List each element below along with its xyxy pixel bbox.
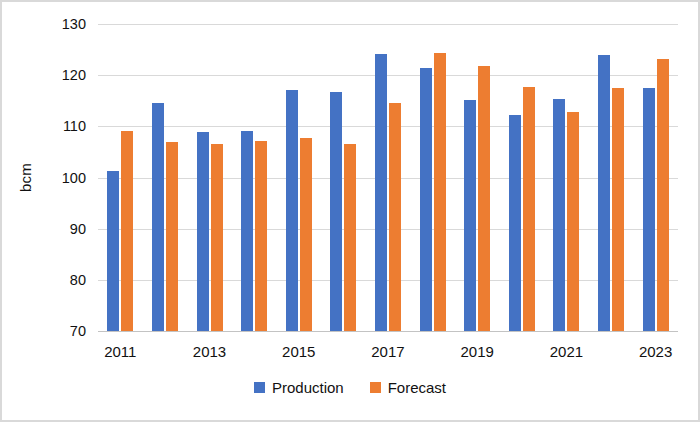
x-tick-label-2022: [589, 343, 634, 360]
x-tick-label-2017: 2017: [366, 343, 411, 360]
bar-group-2019: [455, 24, 500, 331]
legend-label-forecast: Forecast: [388, 379, 446, 396]
bar-production-2015: [286, 90, 298, 332]
y-tick-label: 120: [36, 67, 86, 83]
bar-forecast-2018: [434, 53, 446, 331]
bar-forecast-2012: [166, 142, 178, 331]
y-tick-label: 90: [36, 221, 86, 237]
x-tick-label-2021: 2021: [544, 343, 589, 360]
x-tick-label-2014: [232, 343, 277, 360]
bar-group-2011: [98, 24, 143, 331]
x-tick-label-2013: 2013: [187, 343, 232, 360]
y-axis-title: bcm: [17, 133, 34, 223]
plot-area: [98, 24, 678, 332]
bar-production-2016: [330, 92, 342, 331]
bar-production-2019: [464, 100, 476, 331]
bar-production-2020: [509, 115, 521, 331]
x-tick-label-2019: 2019: [455, 343, 500, 360]
y-tick-label: 70: [36, 323, 86, 339]
bar-production-2023: [643, 88, 655, 331]
bar-forecast-2011: [121, 131, 133, 331]
bar-forecast-2014: [255, 141, 267, 331]
x-tick-label-2012: [143, 343, 188, 360]
x-axis-ticks: 2011 2013 2015 2017 2019 2021 2023: [98, 343, 678, 360]
x-tick-label-2015: 2015: [276, 343, 321, 360]
legend-item-forecast: Forecast: [370, 379, 446, 396]
bar-forecast-2016: [344, 144, 356, 331]
legend-swatch-production: [254, 382, 265, 393]
bar-production-2014: [241, 131, 253, 331]
legend-swatch-forecast: [370, 382, 381, 393]
bar-group-2013: [187, 24, 232, 331]
chart: bcm 708090100110120130 20112013201520172…: [0, 0, 700, 422]
bar-forecast-2023: [657, 59, 669, 331]
y-tick-label: 100: [36, 170, 86, 186]
bar-group-2020: [500, 24, 545, 331]
bar-production-2013: [197, 132, 209, 331]
bar-production-2022: [598, 55, 610, 331]
x-tick-label-2018: [410, 343, 455, 360]
bar-group-2018: [410, 24, 455, 331]
bar-forecast-2013: [211, 144, 223, 331]
bar-group-2016: [321, 24, 366, 331]
x-tick-label-2023: 2023: [633, 343, 678, 360]
bar-forecast-2022: [612, 88, 624, 331]
bar-group-2015: [276, 24, 321, 331]
bar-production-2021: [553, 99, 565, 331]
bar-group-2023: [633, 24, 678, 331]
bar-forecast-2017: [389, 103, 401, 331]
bar-group-2012: [143, 24, 188, 331]
bar-forecast-2021: [567, 112, 579, 331]
bar-production-2018: [420, 68, 432, 332]
bar-group-2021: [544, 24, 589, 331]
x-tick-label-2020: [499, 343, 544, 360]
y-tick-label: 110: [36, 118, 86, 134]
bar-forecast-2015: [300, 138, 312, 331]
legend-item-production: Production: [254, 379, 344, 396]
bar-group-2022: [589, 24, 634, 331]
bar-forecast-2020: [523, 87, 535, 331]
x-tick-label-2016: [321, 343, 366, 360]
bar-group-2017: [366, 24, 411, 331]
legend-label-production: Production: [272, 379, 344, 396]
x-tick-label-2011: 2011: [98, 343, 143, 360]
bar-production-2012: [152, 103, 164, 331]
legend: Production Forecast: [2, 379, 698, 396]
bar-production-2011: [107, 171, 119, 331]
bar-production-2017: [375, 54, 387, 331]
y-tick-label: 80: [36, 272, 86, 288]
bar-forecast-2019: [478, 66, 490, 331]
bar-group-2014: [232, 24, 277, 331]
y-tick-label: 130: [36, 16, 86, 32]
